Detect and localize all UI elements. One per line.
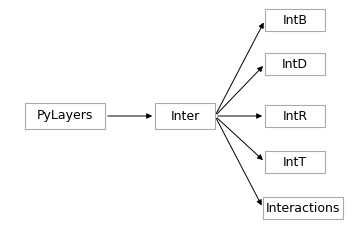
FancyBboxPatch shape: [25, 103, 105, 129]
FancyBboxPatch shape: [263, 197, 343, 219]
FancyBboxPatch shape: [265, 105, 325, 127]
Text: Inter: Inter: [170, 110, 200, 123]
Text: IntT: IntT: [283, 155, 307, 168]
FancyBboxPatch shape: [155, 103, 215, 129]
FancyBboxPatch shape: [265, 151, 325, 173]
Text: Interactions: Interactions: [266, 202, 340, 215]
FancyBboxPatch shape: [265, 53, 325, 75]
Text: IntR: IntR: [283, 110, 307, 123]
FancyBboxPatch shape: [265, 9, 325, 31]
Text: IntB: IntB: [283, 14, 307, 27]
Text: PyLayers: PyLayers: [37, 110, 93, 123]
Text: IntD: IntD: [282, 58, 308, 71]
